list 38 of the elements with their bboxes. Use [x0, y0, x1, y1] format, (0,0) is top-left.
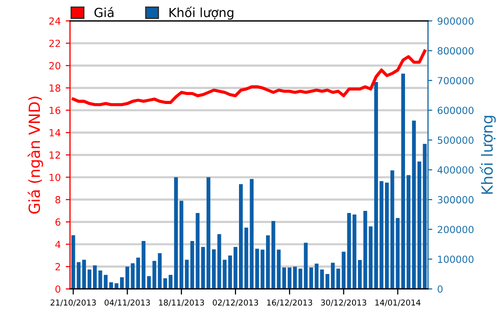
y2-tick-label: 600000: [438, 106, 474, 114]
y-tick-label: 6: [55, 218, 60, 226]
y2-tick-label: 400000: [438, 166, 474, 174]
x-tick-label: 16/12/2013: [267, 299, 312, 306]
y2-tick-label: 0: [438, 285, 443, 293]
x-tick-label: 14/01/2014: [375, 299, 420, 306]
y-tick-label: 16: [50, 106, 60, 114]
y2-tick-label: 200000: [438, 226, 474, 234]
bar: [217, 234, 222, 289]
x-tick-label: 18/11/2013: [159, 299, 204, 306]
x-tick-label: 04/11/2013: [104, 299, 150, 306]
y2-tick-label: 700000: [438, 76, 474, 84]
y-tick-label: 4: [55, 240, 60, 248]
y-tick-label: 0: [55, 285, 60, 293]
bar: [276, 250, 281, 289]
legend-label: Khối lượng: [170, 6, 234, 20]
y-tick-label: 8: [55, 196, 60, 204]
y2-tick-label: 100000: [438, 256, 474, 263]
y2-tick-label: 300000: [438, 196, 474, 204]
x-tick-label: 30/12/2013: [321, 299, 366, 306]
y-axis-title: Giá (ngàn VND): [28, 96, 44, 214]
y-tick-label: 12: [50, 151, 60, 159]
legend-label: Giá: [94, 7, 114, 18]
x-tick-label: 02/12/2013: [212, 299, 258, 306]
y-tick-label: 20: [49, 62, 60, 70]
y2-tick-label: 800000: [438, 47, 474, 55]
y-tick-label: 14: [50, 129, 60, 136]
y-tick-label: 18: [50, 84, 60, 92]
y-tick-label: 10: [50, 174, 60, 182]
y2-axis-title: Khối lượng: [480, 116, 496, 194]
y-tick-label: 22: [49, 40, 60, 47]
y2-tick-label: 500000: [438, 136, 474, 144]
y-tick-label: 24: [49, 17, 60, 25]
x-tick-label: 21/10/2013: [50, 299, 96, 306]
bar: [71, 235, 76, 289]
y2-tick-label: 900000: [438, 17, 474, 25]
bar: [422, 144, 427, 289]
y-tick-label: 2: [56, 263, 60, 270]
